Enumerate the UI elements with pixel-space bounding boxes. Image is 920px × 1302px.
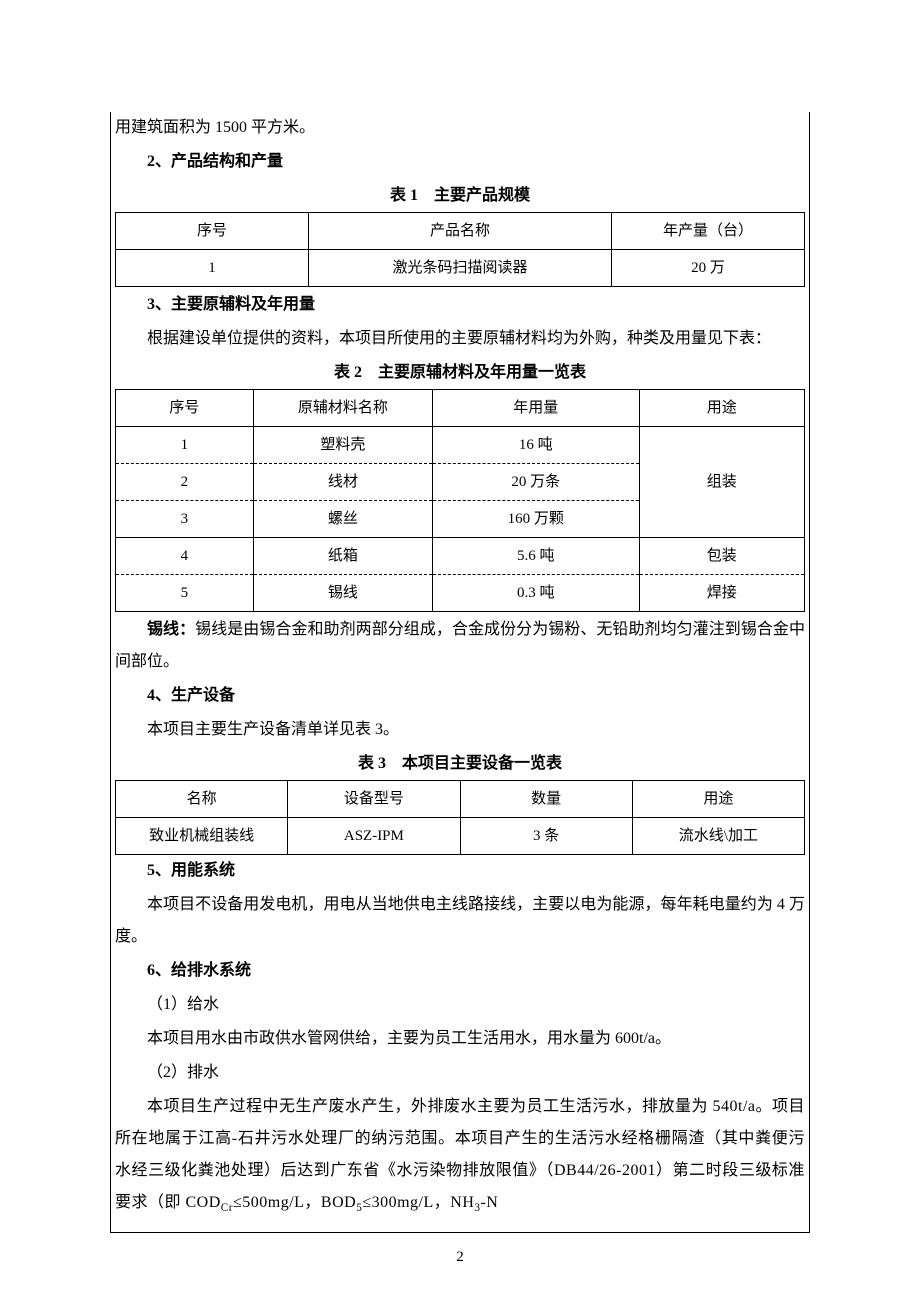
water-supply-para: 本项目用水由市政供水管网供给，主要为员工生活用水，用水量为 600t/a。: [115, 1023, 805, 1055]
section-4-para: 本项目主要生产设备清单详见表 3。: [115, 714, 805, 746]
col-header: 年用量: [432, 390, 639, 427]
table-row: 名称 设备型号 数量 用途: [116, 781, 805, 818]
section-3-heading: 3、主要原辅料及年用量: [115, 289, 805, 321]
table-cell: 5.6 吨: [432, 538, 639, 575]
table-cell: 螺丝: [253, 501, 432, 538]
table-cell: 20 万: [612, 250, 805, 287]
col-header: 名称: [116, 781, 288, 818]
table-cell: 20 万条: [432, 464, 639, 501]
table-cell: 焊接: [639, 575, 804, 612]
drainage-para: 本项目生产过程中无生产废水产生，外排废水主要为员工生活污水，排放量为 540t/…: [115, 1091, 805, 1220]
drainage-text-d: -N: [480, 1194, 498, 1211]
tin-note: 锡线：锡线是由锡合金和助剂两部分组成，合金成份分为锡粉、无铅助剂均匀灌注到锡合金…: [115, 614, 805, 678]
table-row: 5 锡线 0.3 吨 焊接: [116, 575, 805, 612]
section-5-heading: 5、用能系统: [115, 855, 805, 887]
tin-note-label: 锡线：: [147, 621, 195, 638]
table-cell: 1: [116, 250, 309, 287]
table-cell: 0.3 吨: [432, 575, 639, 612]
content-frame: 用建筑面积为 1500 平方米。 2、产品结构和产量 表 1 主要产品规模 序号…: [110, 112, 810, 1233]
table-3-caption: 表 3 本项目主要设备一览表: [115, 748, 805, 780]
section-6-heading: 6、给排水系统: [115, 955, 805, 987]
table-cell: 3: [116, 501, 254, 538]
table-cell-merged: 组装: [639, 427, 804, 538]
page-number: 2: [0, 1242, 920, 1272]
drainage-text-c: ≤300mg/L，NH: [362, 1194, 474, 1211]
col-header: 用途: [632, 781, 804, 818]
table-cell: 160 万颗: [432, 501, 639, 538]
intro-line: 用建筑面积为 1500 平方米。: [115, 112, 805, 144]
col-header: 年产量（台）: [612, 213, 805, 250]
section-3-para: 根据建设单位提供的资料，本项目所使用的主要原辅材料均为外购，种类及用量见下表：: [115, 323, 805, 355]
table-cell: 锡线: [253, 575, 432, 612]
table-row: 序号 原辅材料名称 年用量 用途: [116, 390, 805, 427]
table-cell: ASZ-IPM: [288, 818, 460, 855]
table-row: 1 塑料壳 16 吨 组装: [116, 427, 805, 464]
table-cell: 5: [116, 575, 254, 612]
cod-subscript: Cr: [221, 1202, 233, 1214]
table-cell: 激光条码扫描阅读器: [308, 250, 611, 287]
table-row: 1 激光条码扫描阅读器 20 万: [116, 250, 805, 287]
section-4-heading: 4、生产设备: [115, 680, 805, 712]
table-cell: 线材: [253, 464, 432, 501]
table-cell: 2: [116, 464, 254, 501]
table-row: 致业机械组装线 ASZ-IPM 3 条 流水线\加工: [116, 818, 805, 855]
table-cell: 塑料壳: [253, 427, 432, 464]
col-header: 数量: [460, 781, 632, 818]
document-page: 用建筑面积为 1500 平方米。 2、产品结构和产量 表 1 主要产品规模 序号…: [0, 0, 920, 1302]
drainage-label: （2）排水: [115, 1057, 805, 1089]
section-5-para: 本项目不设备用发电机，用电从当地供电主线路接线，主要以电为能源，每年耗电量约为 …: [115, 889, 805, 953]
table-cell: 流水线\加工: [632, 818, 804, 855]
table-2-caption: 表 2 主要原辅材料及年用量一览表: [115, 357, 805, 389]
table-3: 名称 设备型号 数量 用途 致业机械组装线 ASZ-IPM 3 条 流水线\加工: [115, 780, 805, 855]
water-supply-label: （1）给水: [115, 989, 805, 1021]
table-cell: 纸箱: [253, 538, 432, 575]
table-cell: 3 条: [460, 818, 632, 855]
col-header: 设备型号: [288, 781, 460, 818]
tin-note-text: 锡线是由锡合金和助剂两部分组成，合金成份分为锡粉、无铅助剂均匀灌注到锡合金中间部…: [115, 621, 805, 670]
table-1: 序号 产品名称 年产量（台） 1 激光条码扫描阅读器 20 万: [115, 212, 805, 287]
table-cell: 致业机械组装线: [116, 818, 288, 855]
col-header: 序号: [116, 213, 309, 250]
table-cell: 16 吨: [432, 427, 639, 464]
col-header: 原辅材料名称: [253, 390, 432, 427]
col-header: 用途: [639, 390, 804, 427]
col-header: 序号: [116, 390, 254, 427]
table-cell: 1: [116, 427, 254, 464]
drainage-text-b: ≤500mg/L，BOD: [233, 1194, 356, 1211]
table-cell: 4: [116, 538, 254, 575]
table-1-caption: 表 1 主要产品规模: [115, 180, 805, 212]
table-row: 序号 产品名称 年产量（台）: [116, 213, 805, 250]
section-2-heading: 2、产品结构和产量: [115, 146, 805, 178]
table-cell: 包装: [639, 538, 804, 575]
col-header: 产品名称: [308, 213, 611, 250]
table-2: 序号 原辅材料名称 年用量 用途 1 塑料壳 16 吨 组装 2 线材 20 万…: [115, 389, 805, 612]
table-row: 4 纸箱 5.6 吨 包装: [116, 538, 805, 575]
